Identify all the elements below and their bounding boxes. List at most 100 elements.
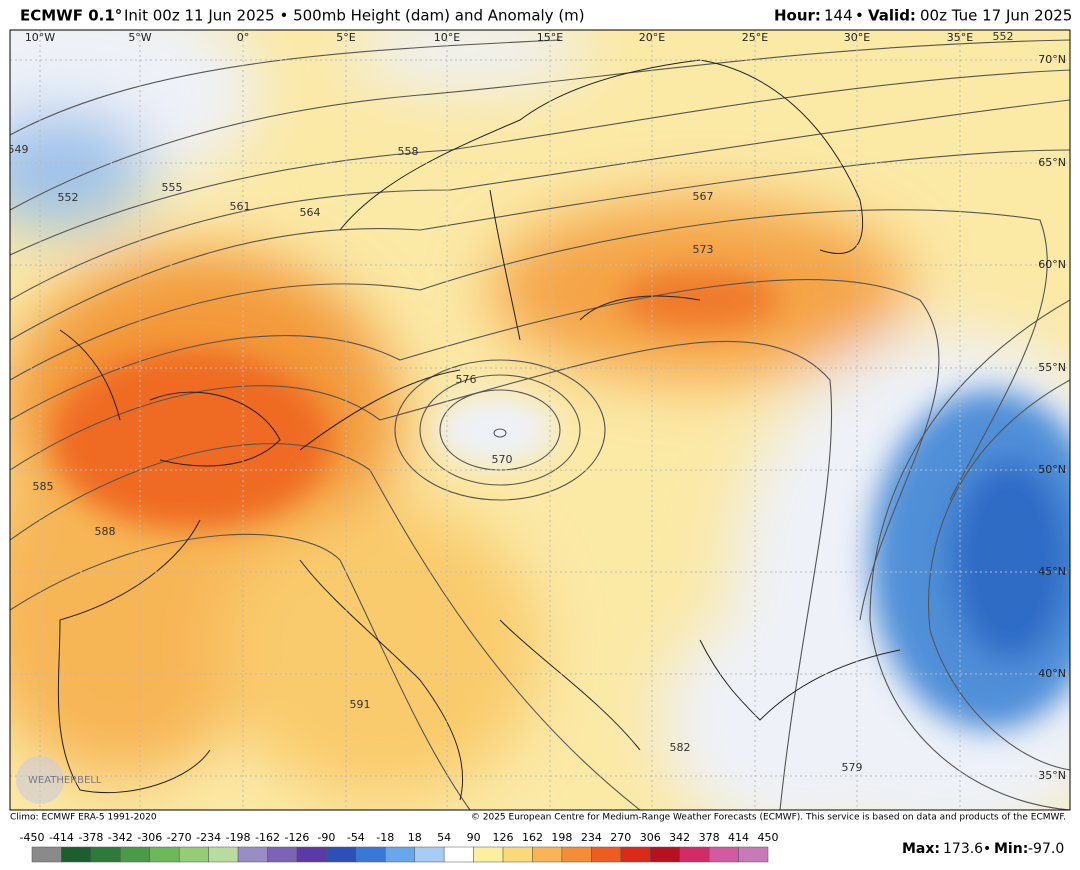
longitude-label: 35°E bbox=[947, 31, 973, 44]
min-label: Min: bbox=[994, 841, 1028, 857]
longitude-label: 20°E bbox=[639, 31, 665, 44]
map-area: 10°W 5°W 0° 5°E 10°E 15°E 20°E 25°E 30°E 35°E 70°… bbox=[10, 30, 1070, 810]
colorbar-swatch bbox=[414, 846, 445, 863]
init-text: Init 00z 11 Jun 2025 • 500mb Height (dam… bbox=[124, 7, 585, 25]
contour-label: 576 bbox=[456, 373, 477, 386]
contour-label: 591 bbox=[350, 698, 371, 711]
min: -97.0 bbox=[1028, 841, 1064, 857]
colorbar-tick-label: -90 bbox=[317, 831, 335, 844]
contour-label: 552 bbox=[58, 191, 79, 204]
copyright: © 2025 European Centre for Medium-Range … bbox=[471, 813, 1066, 823]
colorbar-tick-label: 450 bbox=[758, 831, 779, 844]
colorbar-tick-label: 306 bbox=[640, 831, 661, 844]
colorbar-tick-label: 234 bbox=[581, 831, 602, 844]
colorbar-tick-label: -234 bbox=[196, 831, 221, 844]
colorbar-swatch bbox=[561, 846, 592, 863]
colorbar-tick-label: -306 bbox=[137, 831, 162, 844]
colorbar-tick-label: 414 bbox=[728, 831, 749, 844]
contour-label: 582 bbox=[670, 741, 691, 754]
colorbar-swatch bbox=[385, 846, 415, 863]
colorbar-tick-label: -162 bbox=[255, 831, 280, 844]
coastlines bbox=[57, 59, 901, 801]
colorbar-swatch bbox=[326, 846, 357, 863]
hour-label: Hour: bbox=[774, 7, 821, 25]
colorbar-swatch bbox=[31, 846, 62, 863]
colorbar-swatch bbox=[443, 846, 474, 863]
longitude-label: 10°E bbox=[434, 31, 460, 44]
longitude-label: 25°E bbox=[742, 31, 768, 44]
colorbar-tick-label: 270 bbox=[610, 831, 631, 844]
contour-label: 555 bbox=[162, 181, 183, 194]
colorbar-tick-label: -126 bbox=[284, 831, 309, 844]
colorbar-tick-label: 342 bbox=[669, 831, 690, 844]
graticule bbox=[10, 30, 1070, 810]
colorbar-swatch bbox=[708, 846, 739, 863]
contour-label: 567 bbox=[693, 190, 714, 203]
colorbar-tick-label: 198 bbox=[551, 831, 572, 844]
colorbar-tick-label: 162 bbox=[522, 831, 543, 844]
latitude-label: 60°N bbox=[1038, 258, 1066, 271]
colorbar-swatch bbox=[61, 846, 92, 863]
colorbar-swatch bbox=[237, 846, 268, 863]
latitude-label: 35°N bbox=[1038, 769, 1066, 782]
colorbar-tick-label: -54 bbox=[347, 831, 365, 844]
colorbar-swatch bbox=[149, 846, 180, 863]
contour-label: 570 bbox=[492, 453, 513, 466]
latitude-label: 45°N bbox=[1038, 565, 1066, 578]
colorbar-swatch bbox=[591, 846, 622, 863]
colorbar-tick-label: -198 bbox=[226, 831, 251, 844]
longitude-label: 5°E bbox=[336, 31, 355, 44]
colorbar-tick-label: -18 bbox=[376, 831, 394, 844]
longitude-label: 0° bbox=[237, 31, 250, 44]
max-label: Max: bbox=[902, 841, 940, 857]
watermark: WEATHERBELL bbox=[28, 775, 102, 786]
longitude-label: 10°W bbox=[25, 31, 55, 44]
colorbar-swatch bbox=[532, 846, 563, 863]
colorbar-swatch bbox=[620, 846, 651, 863]
colorbar-tick-label: 126 bbox=[493, 831, 514, 844]
contours bbox=[10, 39, 1070, 810]
valid-label: Valid: bbox=[868, 7, 916, 25]
longitude-label: 15°E bbox=[537, 31, 563, 44]
colorbar-tick-label: 18 bbox=[408, 831, 422, 844]
separator: • bbox=[855, 7, 864, 25]
latitude-label: 55°N bbox=[1038, 361, 1066, 374]
hour: 144 bbox=[824, 7, 853, 25]
contour-label: 588 bbox=[95, 525, 116, 538]
contour-label: 561 bbox=[230, 200, 251, 213]
colorbar-swatch bbox=[90, 846, 121, 863]
colorbar-swatch bbox=[502, 846, 533, 863]
colorbar-swatch bbox=[355, 846, 386, 863]
colorbar-swatch bbox=[208, 846, 239, 863]
latitude-label: 40°N bbox=[1038, 667, 1066, 680]
colorbar-swatch bbox=[178, 846, 209, 863]
latitude-label: 50°N bbox=[1038, 463, 1066, 476]
contour-label: 579 bbox=[842, 761, 863, 774]
colorbar-tick-label: 90 bbox=[467, 831, 481, 844]
colorbar-swatch bbox=[120, 846, 151, 863]
colorbar-swatch bbox=[738, 846, 769, 863]
longitude-label: 5°W bbox=[128, 31, 151, 44]
contour-label: 558 bbox=[398, 145, 419, 158]
colorbar-tick-label: 378 bbox=[699, 831, 720, 844]
colorbar-swatch bbox=[679, 846, 710, 863]
colorbar-swatch bbox=[296, 846, 327, 863]
colorbar-swatch bbox=[473, 846, 504, 863]
contour-label: 585 bbox=[33, 480, 54, 493]
colorbar-swatch bbox=[649, 846, 680, 863]
colorbar-tick-label: -342 bbox=[108, 831, 133, 844]
colorbar-tick-label: -270 bbox=[167, 831, 192, 844]
longitude-label: 30°E bbox=[844, 31, 870, 44]
valid: 00z Tue 17 Jun 2025 bbox=[920, 7, 1072, 25]
colorbar-tick-label: -414 bbox=[49, 831, 74, 844]
contour-label: 552 bbox=[993, 30, 1014, 43]
contour-label: 573 bbox=[693, 243, 714, 256]
max: 173.6 bbox=[943, 841, 983, 857]
colorbar-swatch bbox=[267, 846, 298, 863]
colorbar: -450 -414 -378 -342 -306 -270 -234 -198 -162 -126… bbox=[20, 831, 779, 863]
climo: Climo: ECMWF ERA-5 1991-2020 bbox=[10, 813, 157, 823]
separator: • bbox=[983, 841, 991, 857]
colorbar-tick-label: 54 bbox=[437, 831, 451, 844]
